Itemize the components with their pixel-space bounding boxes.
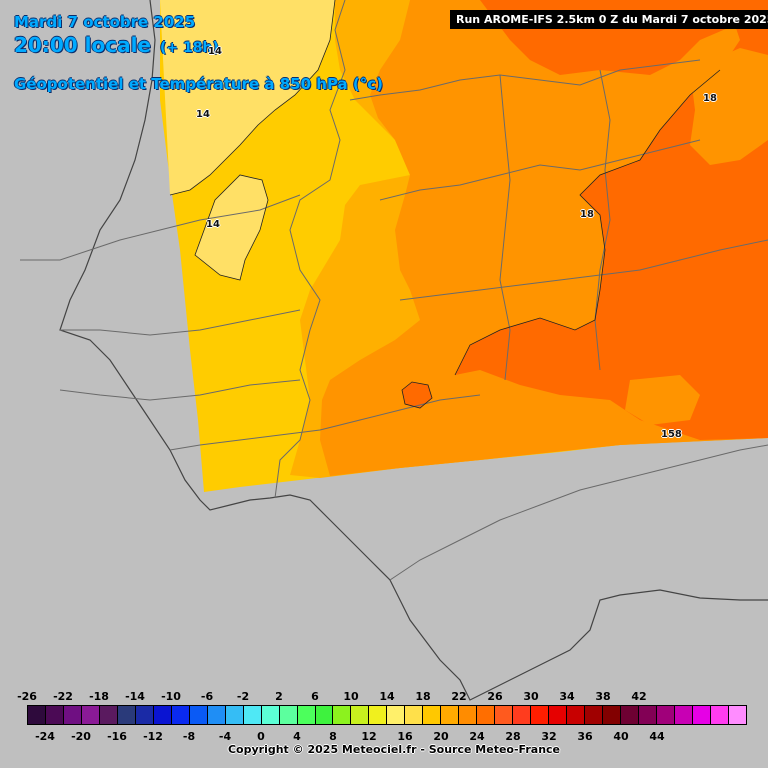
coastline	[59, 0, 768, 701]
colorbar-swatch	[513, 706, 532, 724]
colorbar-swatch	[567, 706, 586, 724]
legend-tick-bottom: -12	[143, 730, 163, 743]
legend-tick-bottom: 36	[577, 730, 593, 743]
colorbar-swatch	[656, 706, 675, 724]
map-subtitle: Géopotentiel et Température à 850 hPa (°…	[14, 75, 383, 93]
legend-tick-top: 42	[631, 690, 647, 703]
colorbar-swatch	[674, 706, 693, 724]
isotherm-label: 18	[703, 93, 717, 104]
legend-tick-top: -10	[161, 690, 181, 703]
borders	[20, 0, 768, 581]
colorbar-swatch	[620, 706, 639, 724]
colorbar-swatch	[297, 706, 316, 724]
colorbar-swatch	[603, 706, 621, 724]
legend-tick-bottom: -16	[107, 730, 127, 743]
colorbar-swatch	[28, 706, 46, 724]
legend-tick-top: 10	[343, 690, 359, 703]
colorbar-swatch	[135, 706, 154, 724]
colorbar-swatch	[117, 706, 136, 724]
legend-tick-top: 14	[379, 690, 395, 703]
colorbar-swatch	[207, 706, 226, 724]
colorbar-swatch	[387, 706, 406, 724]
colorbar-swatch	[585, 706, 603, 724]
colorbar-swatch	[549, 706, 568, 724]
legend-tick-bottom: 44	[649, 730, 665, 743]
copyright-text: Copyright © 2025 Meteociel.fr - Source M…	[227, 743, 561, 756]
legend-tick-bottom: 16	[397, 730, 413, 743]
legend-tick-top: -6	[200, 690, 214, 703]
legend-tick-top: 26	[487, 690, 503, 703]
colorbar-swatch	[351, 706, 370, 724]
colorbar-swatch	[638, 706, 657, 724]
legend-tick-bottom: -24	[35, 730, 55, 743]
colorbar-swatch	[333, 706, 352, 724]
legend-tick-bottom: 12	[361, 730, 377, 743]
colorbar-swatch	[45, 706, 64, 724]
legend-tick-bottom: 20	[433, 730, 449, 743]
colorbar-swatch	[99, 706, 118, 724]
legend-tick-top: -14	[125, 690, 145, 703]
colorbar-swatch	[63, 706, 82, 724]
date-label: Mardi 7 octobre 2025	[14, 13, 196, 31]
legend-tick-top: 38	[595, 690, 611, 703]
colorbar-swatch	[315, 706, 334, 724]
isotherm-label: 14	[208, 46, 222, 57]
colorbar-swatch	[405, 706, 424, 724]
colorbar-swatch	[261, 706, 280, 724]
legend-tick-bottom: 40	[613, 730, 629, 743]
legend-tick-top: 6	[311, 690, 319, 703]
colorbar-swatch	[459, 706, 478, 724]
colorbar-swatch	[81, 706, 100, 724]
temperature-zone-light	[160, 0, 335, 195]
legend-tick-top: 30	[523, 690, 539, 703]
legend-tick-top: -18	[89, 690, 109, 703]
colorbar-swatch	[692, 706, 711, 724]
colorbar-swatch	[243, 706, 262, 724]
legend-tick-bottom: -20	[71, 730, 91, 743]
colorbar-swatch	[225, 706, 244, 724]
legend-tick-bottom: 8	[329, 730, 337, 743]
colorbar-swatch	[423, 706, 442, 724]
legend-tick-bottom: 28	[505, 730, 521, 743]
colorbar-swatch	[495, 706, 514, 724]
geopotential-label: 158	[661, 429, 682, 440]
model-run-banner: Run AROME-IFS 2.5km 0 Z du Mardi 7 octob…	[450, 10, 768, 29]
legend-tick-top: 18	[415, 690, 431, 703]
legend-tick-bottom: 32	[541, 730, 557, 743]
colorbar-swatch	[477, 706, 496, 724]
legend-tick-top: 22	[451, 690, 467, 703]
colorbar-swatch	[441, 706, 460, 724]
isotherm-label: 14	[196, 109, 210, 120]
lead-time-label: (+ 18h)	[160, 40, 219, 56]
legend-tick-bottom: -4	[218, 730, 232, 743]
colorbar-swatch	[710, 706, 729, 724]
colorbar-swatch	[279, 706, 298, 724]
colorbar-swatch	[153, 706, 172, 724]
legend-tick-bottom: 0	[257, 730, 265, 743]
temperature-zone-20-22	[455, 0, 768, 440]
colorbar-swatch	[728, 706, 746, 724]
time-label: 20:00 locale	[14, 33, 151, 57]
isotherm-label: 18	[580, 209, 594, 220]
legend-tick-bottom: 24	[469, 730, 485, 743]
legend-tick-top: 34	[559, 690, 575, 703]
colorbar-swatch	[531, 706, 550, 724]
legend-tick-top: -26	[17, 690, 37, 703]
legend-tick-top: -2	[236, 690, 250, 703]
legend-tick-bottom: -8	[182, 730, 196, 743]
isotherm-label: 14	[206, 219, 220, 230]
legend-tick-top: -22	[53, 690, 73, 703]
colorbar-swatch	[189, 706, 208, 724]
legend-tick-bottom: 4	[293, 730, 301, 743]
colorbar-swatch	[171, 706, 190, 724]
colorbar-swatch	[369, 706, 388, 724]
legend-tick-top: 2	[275, 690, 283, 703]
temperature-colorbar	[27, 705, 747, 725]
